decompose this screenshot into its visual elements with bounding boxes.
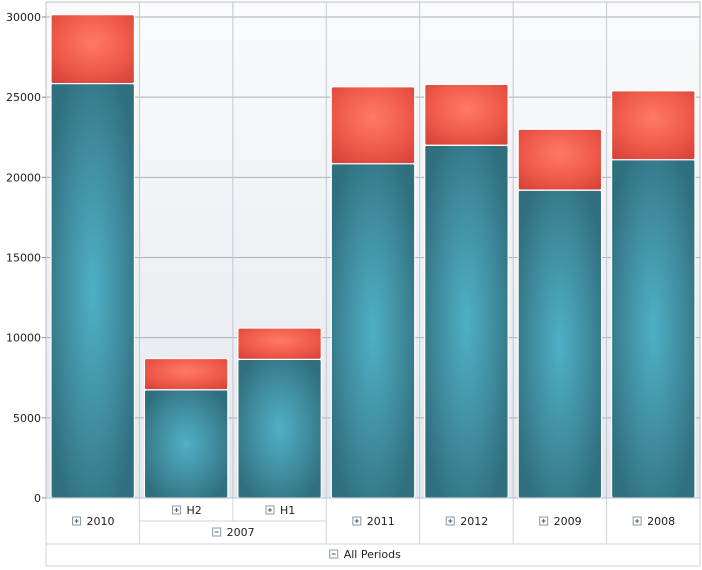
axis-root-label[interactable]: All Periods: [344, 548, 401, 561]
plot-border: [45, 1, 701, 499]
axis-category-2009-label[interactable]: 2009: [554, 515, 582, 528]
bar-segment-2011-s1: [330, 163, 416, 499]
axis-category-2009-expand-icon[interactable]: [539, 516, 549, 526]
bar-segment-2012-s2: [424, 83, 509, 146]
y-axis-ticks: 0 5000 10000 15000 20000 25000 30000: [6, 11, 46, 505]
bar-segment-h2-s1: [143, 389, 229, 499]
bar-segment-h1-s2: [237, 327, 322, 360]
bar-segment-2011-s2: [330, 86, 416, 165]
axis-category-2012-label[interactable]: 2012: [460, 515, 488, 528]
bar-segment-h2-s2: [143, 357, 229, 391]
bar-segment-2009-s2: [517, 128, 603, 191]
y-tick-label: 10000: [6, 332, 41, 345]
axis-category-2012-expand-icon[interactable]: [445, 516, 455, 526]
bar-segment-2012-s1: [424, 144, 509, 499]
axis-category-2011-expand-icon[interactable]: [352, 516, 362, 526]
axis-group-2007-expand-icon[interactable]: [212, 527, 222, 537]
axis-category-h1-expand-icon[interactable]: [265, 505, 275, 515]
axis-group-2007-label[interactable]: 2007: [227, 526, 255, 539]
axis-category-2008-label[interactable]: 2008: [647, 515, 675, 528]
axis-category-h2-expand-icon[interactable]: [172, 505, 182, 515]
y-tick-label: 0: [34, 492, 41, 505]
y-tick-label: 5000: [13, 412, 41, 425]
axis-category-h2-label[interactable]: H2: [187, 504, 202, 517]
axis-category-h1-label[interactable]: H1: [280, 504, 295, 517]
bar-segment-2008-s2: [610, 90, 696, 161]
axis-category-2011-label[interactable]: 2011: [367, 515, 395, 528]
axis-category-2010-label[interactable]: 2010: [87, 515, 115, 528]
bar-segment-2010-s2: [50, 13, 136, 85]
y-tick-label: 30000: [6, 11, 41, 24]
y-tick-label: 25000: [6, 91, 41, 104]
bar-segment-2009-s1: [517, 189, 603, 499]
y-tick-label: 15000: [6, 252, 41, 265]
bars: [50, 13, 696, 499]
axis-root-expand-icon[interactable]: [329, 549, 339, 559]
bar-segment-2010-s1: [50, 82, 136, 499]
axis-category-2010-expand-icon[interactable]: [72, 516, 82, 526]
axis-category-2008-expand-icon[interactable]: [632, 516, 642, 526]
bar-segment-h1-s1: [237, 358, 322, 499]
y-tick-label: 20000: [6, 171, 41, 184]
x-axis-hierarchy: 2010 H2 H1 2011 2012 2009 2008 2007 All Periods: [45, 497, 701, 567]
x-axis-frame: [45, 497, 701, 567]
bar-segment-2008-s1: [610, 159, 696, 499]
category-separators: [138, 2, 608, 498]
